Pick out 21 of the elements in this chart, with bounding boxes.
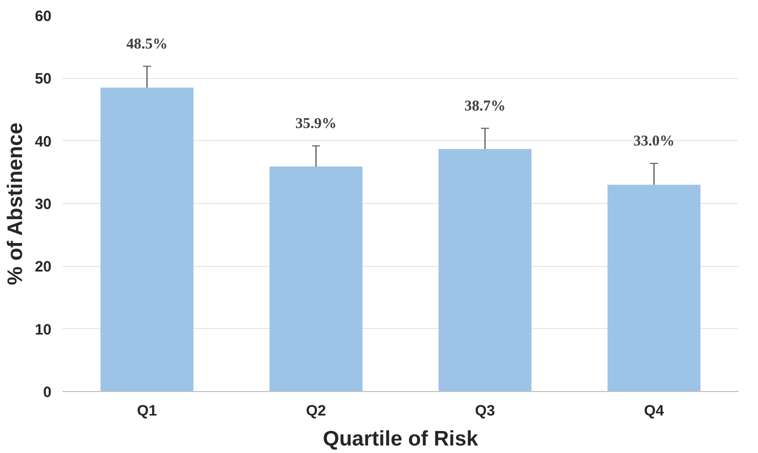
y-tick-label: 10 <box>34 321 52 338</box>
x-tick-label: Q1 <box>136 402 158 420</box>
bar <box>438 148 532 392</box>
y-tick-label: 50 <box>34 70 52 88</box>
x-tick-label: Q4 <box>644 402 665 420</box>
y-tick-label: 0 <box>43 384 52 401</box>
y-tick-label: 40 <box>34 133 52 150</box>
bar <box>100 88 194 392</box>
data-label: 35.9% <box>295 116 337 132</box>
data-label: 38.7% <box>464 98 506 114</box>
bar <box>270 166 362 392</box>
x-tick-label: Q2 <box>306 402 326 420</box>
y-axis-title: % of Abstinence <box>4 122 27 286</box>
x-axis-title: Quartile of Risk <box>322 428 478 450</box>
data-label: 33.0% <box>633 133 675 150</box>
y-tick-label: 30 <box>34 196 52 213</box>
bar <box>608 184 700 392</box>
x-tick-label: Q3 <box>474 402 496 420</box>
y-tick-label: 60 <box>34 8 52 25</box>
y-tick-label: 20 <box>34 258 52 276</box>
data-label: 48.5% <box>126 36 168 52</box>
